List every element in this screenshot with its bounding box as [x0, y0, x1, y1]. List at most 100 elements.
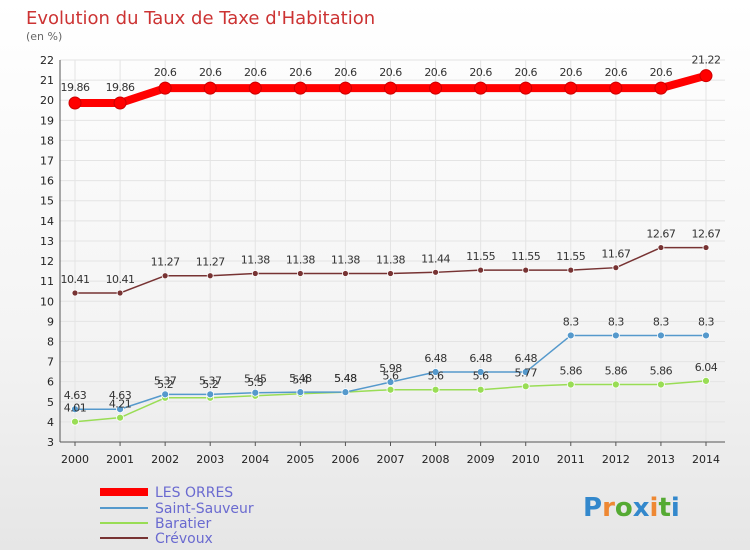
data-label: 8.3 [608, 315, 624, 328]
data-point [161, 272, 169, 280]
legend-item: Baratier [100, 516, 212, 532]
data-label: 11.27 [151, 256, 180, 269]
data-point [519, 81, 533, 95]
data-point [476, 368, 485, 376]
data-point [657, 380, 665, 389]
data-label: 12.67 [692, 228, 721, 241]
y-tick-label: 22 [40, 54, 54, 67]
data-label: 21.22 [692, 54, 721, 67]
y-tick-label: 5 [47, 396, 54, 409]
legend-label: Saint-Sauveur [155, 501, 254, 517]
data-label: 11.55 [556, 250, 585, 263]
data-point [566, 380, 575, 389]
y-tick-label: 6 [47, 376, 54, 389]
data-point [116, 405, 124, 414]
data-point [699, 69, 713, 83]
data-label: 5.6 [383, 370, 399, 383]
data-point [384, 81, 397, 95]
data-point [611, 380, 620, 389]
x-tick-labels: 2000 2001 2002 2003 2004 2005 2006 2007 2008 2009… [61, 453, 720, 466]
x-tick-label: 2012 [602, 453, 630, 466]
series-les-orres [68, 69, 713, 110]
axes [59, 60, 725, 443]
data-label: 5.86 [650, 364, 673, 377]
data-point [296, 270, 304, 277]
legend-item: Saint-Sauveur [100, 501, 254, 517]
data-label: 11.38 [376, 254, 405, 267]
data-label: 5.45 [244, 373, 267, 386]
data-label: 11.67 [601, 248, 630, 261]
data-label: 11.38 [331, 254, 360, 267]
data-label: 6.48 [424, 352, 447, 365]
data-label: 19.86 [61, 81, 90, 94]
data-point [657, 331, 665, 340]
data-label: 6.04 [695, 361, 718, 374]
data-label: 10.41 [61, 273, 90, 286]
data-point [158, 81, 172, 95]
data-label: 20.6 [605, 66, 628, 79]
data-point [474, 81, 488, 95]
x-tick-label: 2014 [692, 453, 720, 466]
data-point [566, 331, 575, 340]
data-point [654, 81, 668, 95]
data-label: 6.48 [469, 352, 492, 365]
legend-item: Crévoux [100, 531, 213, 547]
data-label: 5.4 [292, 374, 308, 387]
data-point [657, 244, 665, 251]
x-tick-label: 2010 [512, 453, 540, 466]
data-label: 20.6 [560, 66, 583, 79]
y-tick-label: 9 [47, 315, 54, 328]
data-label: 4.63 [109, 389, 132, 402]
data-label: 20.6 [424, 66, 447, 79]
y-tick-label: 4 [47, 416, 54, 429]
data-point [338, 81, 352, 95]
data-point [431, 368, 440, 376]
data-point [116, 289, 124, 297]
data-point [386, 385, 395, 394]
data-point [68, 96, 82, 110]
y-tick-label: 20 [40, 94, 54, 107]
data-label: 5.48 [334, 372, 357, 385]
y-tick-label: 16 [40, 175, 54, 188]
series-crevoux [71, 244, 710, 297]
y-tick-label: 8 [47, 335, 54, 348]
svg-text:Proxiti: Proxiti [583, 493, 680, 523]
data-point [116, 413, 124, 422]
data-label: 20.6 [379, 66, 402, 79]
data-point [387, 270, 394, 277]
data-label: 5.3 [247, 376, 263, 389]
data-point [113, 96, 127, 110]
data-label: 5.6 [473, 370, 489, 383]
data-label: 5.48 [289, 372, 312, 385]
data-label: 8.3 [653, 315, 669, 328]
x-tick-label: 2003 [196, 453, 224, 466]
data-point [206, 272, 214, 280]
y-tick-label: 14 [40, 215, 54, 228]
data-point [477, 266, 485, 274]
y-tick-label: 7 [47, 356, 54, 369]
x-tick-label: 2007 [377, 453, 405, 466]
x-tick-label: 2013 [647, 453, 675, 466]
data-point [71, 417, 79, 426]
data-label: 4.01 [64, 402, 87, 415]
x-tick-label: 2008 [422, 453, 450, 466]
chart-title: Evolution du Taux de Taxe d'Habitation [26, 8, 375, 29]
data-label: 12.67 [646, 228, 675, 241]
data-label: 5.37 [199, 374, 222, 387]
y-tick-label: 19 [40, 114, 54, 127]
x-tick-label: 2000 [61, 453, 89, 466]
x-tick-label: 2009 [467, 453, 495, 466]
data-label: 20.6 [514, 66, 537, 79]
data-label: 20.6 [289, 66, 312, 79]
data-label: 20.6 [154, 66, 177, 79]
data-point [296, 388, 305, 397]
data-point [203, 81, 217, 95]
data-label: 11.27 [196, 256, 225, 269]
data-point [71, 289, 79, 297]
data-point [293, 81, 307, 95]
data-point [522, 266, 530, 274]
data-label: 5.37 [154, 374, 177, 387]
data-label: 5.86 [605, 364, 628, 377]
